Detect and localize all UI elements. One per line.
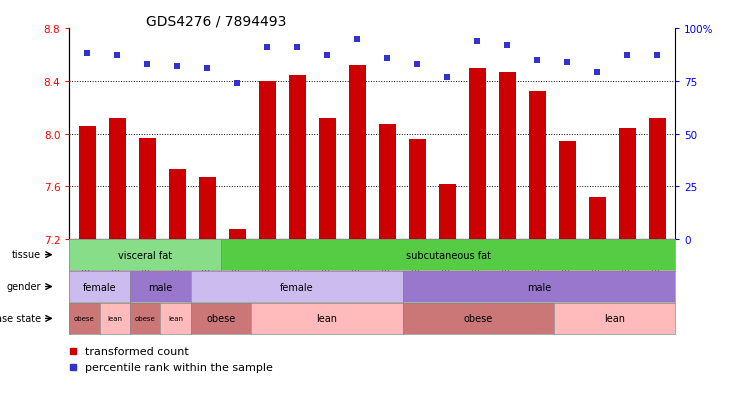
Text: gender: gender <box>7 281 41 291</box>
Bar <box>559 142 575 240</box>
Text: lean: lean <box>107 316 123 322</box>
Text: subcutaneous fat: subcutaneous fat <box>406 250 491 260</box>
Bar <box>469 69 485 240</box>
Text: transformed count: transformed count <box>85 346 189 356</box>
Bar <box>499 72 515 240</box>
Text: lean: lean <box>604 313 625 324</box>
Bar <box>109 119 126 240</box>
Text: lean: lean <box>168 316 183 322</box>
Bar <box>289 76 306 240</box>
Bar <box>619 129 636 240</box>
Bar <box>409 140 426 240</box>
Text: male: male <box>148 282 172 292</box>
Text: GDS4276 / 7894493: GDS4276 / 7894493 <box>146 14 286 28</box>
Bar <box>79 126 96 240</box>
Bar <box>169 170 185 240</box>
Text: male: male <box>527 282 551 292</box>
Bar <box>199 178 215 240</box>
Text: visceral fat: visceral fat <box>118 250 172 260</box>
Text: percentile rank within the sample: percentile rank within the sample <box>85 362 273 372</box>
Text: obese: obese <box>464 313 493 324</box>
Bar <box>589 197 605 240</box>
Bar <box>229 229 245 240</box>
Text: female: female <box>82 282 117 292</box>
Text: obese: obese <box>206 313 236 324</box>
Text: lean: lean <box>316 313 337 324</box>
Text: tissue: tissue <box>12 249 41 259</box>
Bar <box>439 184 456 240</box>
Text: female: female <box>280 282 313 292</box>
Bar <box>139 138 155 240</box>
Bar <box>529 92 545 240</box>
Text: disease state: disease state <box>0 313 41 323</box>
Bar <box>319 119 336 240</box>
Text: obese: obese <box>74 316 95 322</box>
Bar <box>649 119 666 240</box>
Bar <box>259 82 275 240</box>
Bar <box>349 66 366 240</box>
Bar <box>379 125 396 240</box>
Text: obese: obese <box>135 316 155 322</box>
